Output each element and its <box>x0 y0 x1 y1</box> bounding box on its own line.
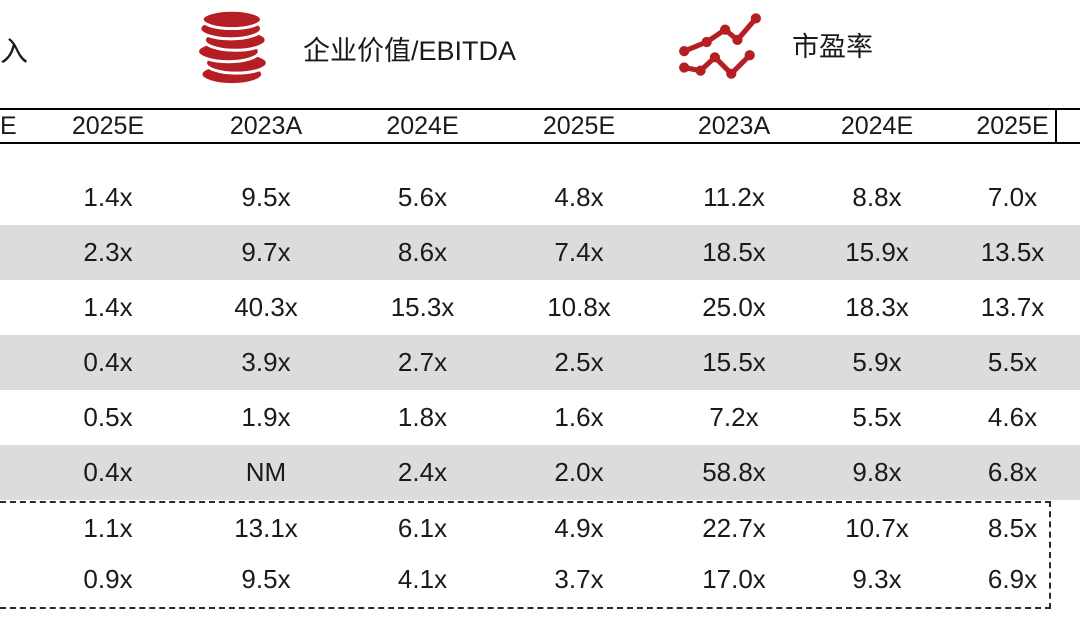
table-cell: 4.8x <box>554 182 604 212</box>
table-cell: 1.6x <box>554 402 604 432</box>
header-cell: 2025E <box>71 112 145 140</box>
legend-label-pe: 市盈率 <box>792 31 873 62</box>
table-cell: 9.3x <box>852 564 902 594</box>
table-cell: 4.1x <box>397 564 448 594</box>
table-cell: 15.3x <box>390 292 455 322</box>
table-cell: 1.4x <box>83 292 133 322</box>
table-row: 0.4x NM 2.4x 2.0x 58.8x 9.8x 6.8x <box>0 445 1080 500</box>
header-cell-partial: E <box>0 112 17 140</box>
table-cell: 5.5x <box>852 402 902 432</box>
table-row: 1.1x 13.1x 6.1x 4.9x 22.7x 10.7x 8.5x <box>0 503 1080 554</box>
table-row: 0.9x 9.5x 4.1x 3.7x 17.0x 9.3x 6.9x <box>0 554 1080 605</box>
table-row: 0.4x 3.9x 2.7x 2.5x 15.5x 5.9x 5.5x <box>0 335 1080 390</box>
table-cell: NM <box>245 457 287 487</box>
table-cell: 9.5x <box>241 564 291 594</box>
table-cell: 0.4x <box>83 347 133 377</box>
table-cell: 11.2x <box>703 182 765 212</box>
table-cell: 9.5x <box>241 182 291 212</box>
table-cell: 3.7x <box>554 564 604 594</box>
table-cell: 15.9x <box>845 237 909 267</box>
table-cell: 6.1x <box>397 513 448 543</box>
table-cell: 2.0x <box>554 457 604 487</box>
table-cell: 7.0x <box>987 182 1038 212</box>
table-row: 1.4x 9.5x 5.6x 4.8x 11.2x 8.8x 7.0x <box>0 170 1080 225</box>
table-cell: 7.2x <box>709 402 759 432</box>
table-cell: 58.8x <box>702 457 766 487</box>
table-cell: 5.6x <box>397 182 448 212</box>
table-cell: 1.8x <box>397 402 448 432</box>
table-cell: 0.4x <box>83 457 133 487</box>
table-cell: 9.7x <box>241 237 291 267</box>
table-cell: 10.7x <box>845 513 909 543</box>
table-row: 2.3x 9.7x 8.6x 7.4x 18.5x 15.9x 13.5x <box>0 225 1080 280</box>
table-cell: 15.5x <box>702 347 766 377</box>
table-cell: 6.9x <box>987 564 1038 594</box>
table-cell: 0.5x <box>83 402 133 432</box>
table-cell: 2.4x <box>397 457 448 487</box>
table-cell: 2.7x <box>397 347 448 377</box>
table-body: 1.4x 9.5x 5.6x 4.8x 11.2x 8.8x 7.0x 2.3x… <box>0 170 1080 605</box>
header-cell: 2023A <box>697 112 771 140</box>
header-right-divider <box>1055 110 1057 142</box>
table-row: 0.5x 1.9x 1.8x 1.6x 7.2x 5.5x 4.6x <box>0 390 1080 445</box>
table-cell: 5.9x <box>852 347 902 377</box>
table-cell: 1.1x <box>83 513 133 543</box>
table-cell: 2.3x <box>83 237 133 267</box>
line-chart-icon <box>676 6 762 82</box>
table-cell: 8.6x <box>397 237 448 267</box>
header-cell: 2024E <box>840 112 914 140</box>
legend-item-ev-ebitda: 企业价值/EBITDA <box>195 8 516 88</box>
header-cell: 2025E <box>976 112 1049 140</box>
table-cell: 13.5x <box>980 237 1045 267</box>
table-cell: 18.3x <box>845 292 909 322</box>
table-cell: 40.3x <box>234 292 298 322</box>
table-cell: 13.1x <box>234 513 298 543</box>
table-cell: 4.9x <box>554 513 604 543</box>
table-row: 1.4x 40.3x 15.3x 10.8x 25.0x 18.3x 13.7x <box>0 280 1080 335</box>
legend-item-pe: 市盈率 <box>676 6 873 82</box>
legend-bar: 入 企业价值/EBITDA <box>0 0 1080 108</box>
header-cell: 2025E <box>542 112 616 140</box>
header-cell: 2024E <box>386 112 459 140</box>
table-cell: 22.7x <box>702 513 766 543</box>
table-cell: 1.4x <box>83 182 133 212</box>
table-cell: 9.8x <box>852 457 902 487</box>
table-cell: 8.5x <box>987 513 1038 543</box>
table-cell: 25.0x <box>702 292 766 322</box>
legend-label-ev-ebitda: 企业价值/EBITDA <box>303 35 517 66</box>
coins-icon <box>195 8 271 88</box>
table-cell: 0.9x <box>83 564 133 594</box>
table-cell: 10.8x <box>547 292 611 322</box>
table-cell: 4.6x <box>987 402 1038 432</box>
legend-partial-revenue-label: 入 <box>0 36 29 67</box>
header-cell: 2023A <box>229 112 303 140</box>
table-cell: 3.9x <box>241 347 291 377</box>
table-cell: 1.9x <box>241 402 291 432</box>
table-cell: 18.5x <box>702 237 766 267</box>
table-cell: 8.8x <box>852 182 902 212</box>
table-cell: 17.0x <box>702 564 766 594</box>
table-cell: 7.4x <box>554 237 604 267</box>
table-cell: 13.7x <box>980 292 1045 322</box>
table-cell: 6.8x <box>987 457 1038 487</box>
table-cell: 5.5x <box>987 347 1038 377</box>
table-header-row: E 2025E 2023A 2024E 2025E 2023A 2024E 20… <box>0 108 1080 144</box>
table-cell: 2.5x <box>554 347 604 377</box>
